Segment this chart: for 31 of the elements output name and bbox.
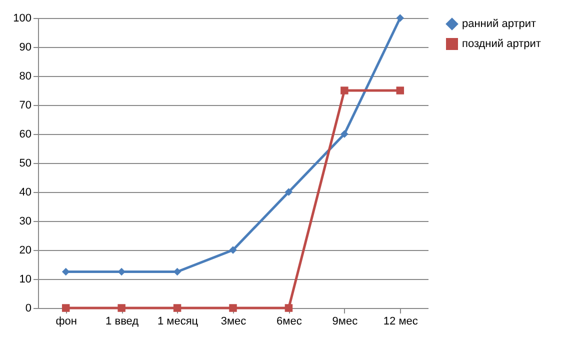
point: [229, 246, 237, 254]
point: [284, 304, 293, 312]
x-tick-label: фон: [56, 316, 77, 328]
point: [340, 86, 348, 94]
point: [396, 86, 404, 94]
point: [396, 14, 404, 22]
legend-label: ранний артрит: [462, 18, 536, 30]
y-tick-label: 0: [25, 302, 32, 314]
y-tick-label: 10: [19, 274, 32, 286]
y-tick-label: 90: [19, 42, 32, 54]
y-tick-label: 70: [19, 100, 32, 112]
x-tick-label: 3мес: [220, 316, 247, 328]
y-tick-label: 60: [19, 128, 32, 140]
point: [62, 304, 70, 312]
x-tick-label: 9мес: [332, 316, 358, 328]
point: [173, 304, 182, 312]
point: [118, 304, 126, 312]
y-tick-label: 40: [19, 186, 32, 198]
point: [284, 188, 293, 196]
x-tick-label: 1 введ: [106, 316, 140, 328]
y-tick-label: 30: [19, 216, 32, 228]
x-tick-label: 12 мес: [383, 316, 418, 328]
point: [229, 304, 237, 312]
legend-label: поздний артрит: [462, 38, 541, 50]
point: [340, 130, 348, 138]
y-tick-label: 80: [19, 70, 32, 82]
y-tick-label: 20: [19, 244, 32, 256]
y-tick-label: 50: [19, 158, 32, 170]
x-tick-label: 1 месяц: [157, 316, 199, 328]
y-tick-label: 100: [13, 12, 32, 24]
x-tick-label: 6мес: [276, 316, 302, 328]
